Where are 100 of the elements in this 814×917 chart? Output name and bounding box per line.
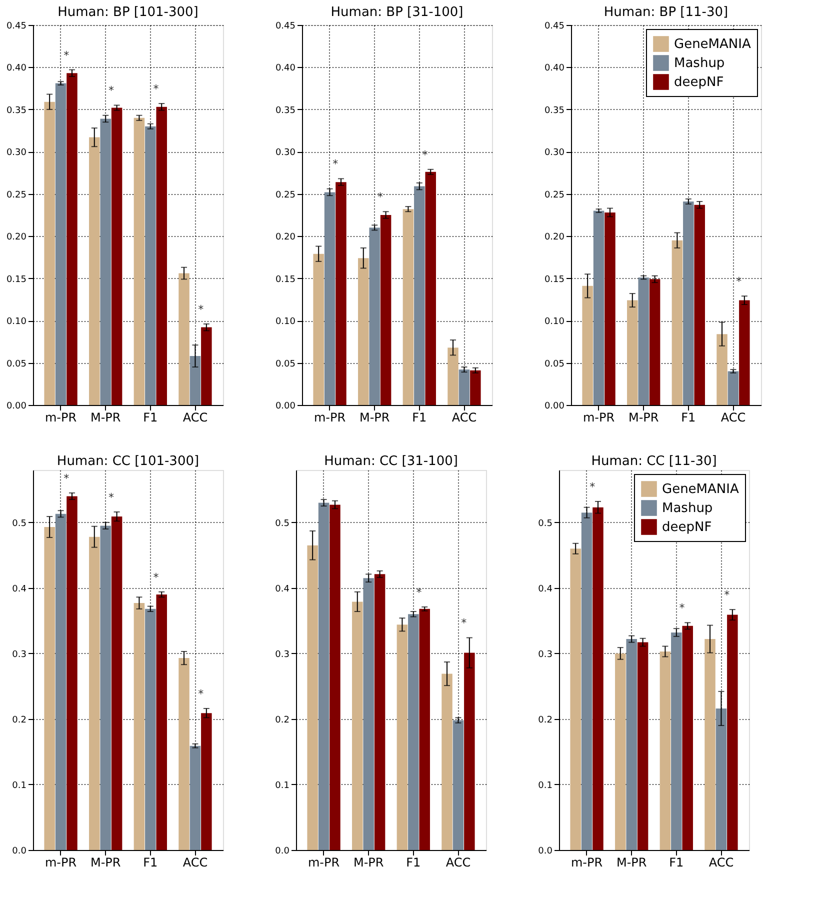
bar bbox=[660, 651, 671, 850]
annotation: * bbox=[590, 480, 596, 494]
bar bbox=[604, 212, 616, 405]
y-tick-label: 0.25 bbox=[275, 190, 296, 200]
y-tick-label: 0.25 bbox=[544, 190, 564, 200]
x-tick-label: M-PR bbox=[616, 856, 647, 870]
annotation: * bbox=[416, 586, 422, 599]
bar bbox=[336, 182, 346, 405]
chart-title: Human: BP [31-100] bbox=[330, 5, 464, 20]
bar bbox=[425, 172, 436, 405]
bar bbox=[111, 516, 122, 850]
y-tick-label: 0.05 bbox=[6, 359, 26, 370]
annotation: * bbox=[679, 602, 686, 615]
bar bbox=[156, 106, 167, 405]
bar bbox=[89, 137, 100, 405]
y-tick-label: 0.15 bbox=[275, 274, 296, 285]
bar bbox=[582, 286, 593, 405]
x-tick-label: m-PR bbox=[44, 410, 77, 424]
bar bbox=[111, 108, 122, 405]
x-tick-label: m-PR bbox=[582, 410, 615, 424]
bar bbox=[408, 614, 419, 850]
y-tick-label: 0.30 bbox=[544, 148, 565, 158]
annotation: * bbox=[108, 490, 114, 504]
y-tick-label: 0.4 bbox=[275, 584, 290, 594]
bar bbox=[414, 186, 425, 405]
bar bbox=[134, 603, 145, 850]
annotation: * bbox=[153, 570, 160, 584]
bar bbox=[570, 548, 581, 850]
bar bbox=[190, 746, 201, 850]
bar bbox=[44, 102, 55, 405]
x-tick-label: F1 bbox=[406, 856, 421, 870]
bar bbox=[448, 348, 458, 405]
x-tick-label: F1 bbox=[681, 410, 696, 424]
x-tick-label: m-PR bbox=[570, 856, 603, 870]
x-tick-label: ACC bbox=[452, 410, 477, 424]
chart-title: Human: BP [101-300] bbox=[58, 5, 198, 20]
x-tick-label: m-PR bbox=[308, 856, 340, 870]
y-tick-label: 0.1 bbox=[12, 780, 26, 791]
annotation: * bbox=[198, 302, 204, 316]
annotation: * bbox=[108, 84, 114, 98]
y-tick-label: 0.30 bbox=[6, 148, 27, 158]
x-tick-label: M-PR bbox=[353, 856, 384, 870]
y-tick-label: 0.10 bbox=[544, 317, 565, 328]
bar bbox=[66, 496, 78, 850]
y-tick-label: 0.3 bbox=[12, 650, 26, 660]
bar bbox=[318, 502, 330, 850]
bar bbox=[626, 639, 637, 850]
bar bbox=[402, 209, 414, 405]
y-tick-label: 0.35 bbox=[544, 106, 564, 116]
bar bbox=[145, 608, 156, 850]
legend-label: deepNF bbox=[662, 520, 712, 535]
bar bbox=[637, 642, 648, 850]
y-tick-label: 0.5 bbox=[275, 518, 290, 529]
annotation: * bbox=[332, 158, 339, 171]
bar bbox=[694, 204, 705, 405]
y-tick-label: 0.20 bbox=[544, 232, 565, 243]
bar bbox=[458, 370, 470, 405]
bar bbox=[201, 713, 212, 850]
bar bbox=[352, 602, 363, 850]
y-tick-label: 0.1 bbox=[538, 780, 552, 791]
bar bbox=[55, 83, 66, 405]
y-tick-label: 0.40 bbox=[544, 64, 565, 74]
bar bbox=[44, 527, 55, 850]
y-tick-label: 0.5 bbox=[12, 518, 26, 529]
bar bbox=[374, 574, 386, 850]
y-tick-label: 0.45 bbox=[275, 22, 296, 32]
bar bbox=[145, 126, 156, 405]
chart-title: Human: CC [101-300] bbox=[56, 454, 200, 469]
y-tick-label: 0.4 bbox=[12, 584, 27, 594]
bar bbox=[452, 720, 464, 850]
bar bbox=[89, 536, 100, 850]
bar bbox=[178, 273, 190, 405]
y-tick-label: 0.10 bbox=[6, 317, 27, 328]
x-tick-label: m-PR bbox=[314, 410, 346, 424]
bar bbox=[134, 118, 145, 405]
bar bbox=[369, 228, 380, 405]
bar bbox=[330, 504, 340, 850]
y-tick-label: 0.45 bbox=[6, 22, 26, 32]
y-tick-label: 0.3 bbox=[275, 650, 290, 660]
bar bbox=[716, 334, 728, 405]
y-tick-label: 0.40 bbox=[275, 64, 296, 74]
bar bbox=[358, 258, 369, 405]
x-tick-label: M-PR bbox=[90, 410, 121, 424]
bar bbox=[704, 639, 716, 850]
x-tick-label: ACC bbox=[720, 410, 746, 424]
legend-label: GeneMANIA bbox=[662, 482, 739, 497]
y-tick-label: 0.35 bbox=[6, 106, 26, 116]
bar bbox=[627, 300, 638, 405]
x-tick-label: ACC bbox=[182, 856, 208, 870]
bar bbox=[419, 608, 430, 850]
y-tick-label: 0.2 bbox=[12, 715, 26, 726]
annotation: * bbox=[461, 616, 468, 630]
y-tick-label: 0.1 bbox=[275, 780, 290, 791]
y-tick-label: 0.4 bbox=[538, 584, 553, 594]
bar bbox=[727, 614, 738, 850]
bar bbox=[592, 507, 604, 850]
x-tick-label: M-PR bbox=[628, 410, 659, 424]
y-tick-label: 0.35 bbox=[275, 106, 296, 116]
bar bbox=[581, 512, 592, 850]
x-tick-label: F1 bbox=[143, 410, 158, 424]
